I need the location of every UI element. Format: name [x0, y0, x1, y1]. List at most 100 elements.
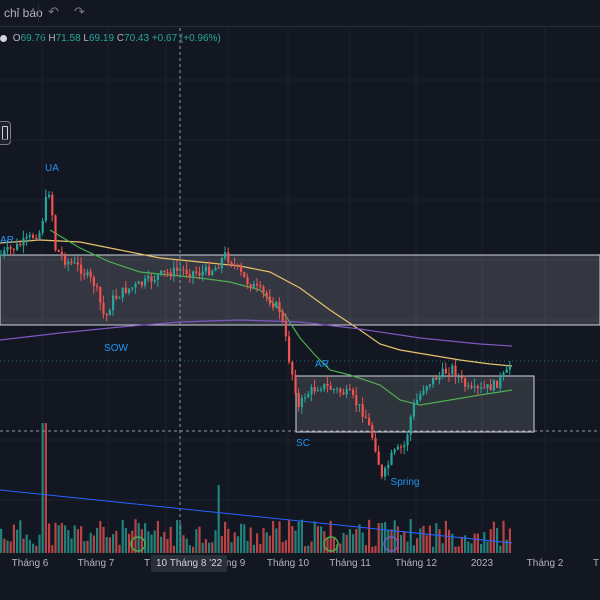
candle	[227, 252, 230, 263]
candle	[454, 365, 457, 377]
candle	[230, 262, 233, 265]
candle	[438, 375, 441, 380]
volume-bar	[460, 536, 463, 553]
candle	[300, 398, 303, 408]
volume-bar	[99, 520, 102, 553]
volume-bar	[422, 525, 425, 553]
candle	[249, 284, 252, 289]
volume-bar	[364, 545, 367, 553]
volume-bar	[201, 542, 204, 553]
range-box-upper[interactable]	[0, 254, 600, 326]
volume-bar	[470, 543, 473, 553]
candle	[128, 288, 131, 294]
volume-bar	[480, 543, 483, 553]
volume-bar	[294, 530, 297, 553]
candle	[275, 302, 278, 308]
volume-bar	[473, 533, 476, 553]
candle	[80, 264, 83, 274]
candle	[272, 303, 275, 308]
volume-bar	[313, 521, 316, 553]
candle	[419, 394, 422, 400]
candle	[403, 445, 406, 448]
volume-bar	[16, 529, 19, 553]
volume-bar	[448, 529, 451, 553]
high-key: H	[48, 33, 56, 44]
candle	[428, 384, 431, 387]
candle	[137, 281, 140, 284]
volume-bar	[240, 523, 243, 553]
volume-bar	[227, 528, 230, 553]
candle	[288, 336, 291, 362]
open-key: O	[12, 33, 21, 44]
volume-bar	[377, 523, 380, 553]
volume-bar	[83, 541, 86, 553]
candle	[393, 449, 396, 453]
high-value: 71.58	[55, 33, 81, 44]
volume-bar	[220, 535, 223, 553]
candle	[441, 368, 444, 376]
volume-bar	[320, 526, 323, 553]
candle	[115, 295, 118, 299]
candle	[470, 385, 473, 388]
volume-bar	[0, 528, 3, 553]
low-value: 69.19	[88, 33, 115, 44]
volume-bar	[419, 528, 422, 553]
candle	[406, 434, 409, 446]
candle	[169, 272, 172, 277]
low-key: L	[83, 33, 89, 44]
candle	[243, 271, 246, 278]
candle	[355, 394, 358, 405]
time-label: Tháng 2	[526, 558, 564, 569]
candle	[38, 232, 41, 240]
candle	[496, 380, 499, 388]
undo-icon[interactable]: ↶	[48, 4, 59, 19]
volume-bar	[192, 546, 195, 553]
candle	[323, 383, 326, 390]
volume-bar	[467, 541, 470, 553]
candle	[112, 295, 115, 311]
volume-bar	[195, 529, 198, 553]
volume-bar	[144, 523, 147, 553]
volume-bar	[3, 538, 6, 553]
volume-bar	[137, 523, 140, 553]
candle	[19, 243, 22, 246]
candle	[172, 267, 175, 277]
candle	[64, 255, 67, 265]
candle	[371, 425, 374, 438]
redo-icon[interactable]: ↷	[74, 4, 85, 19]
indicators-button[interactable]: chỉ báo	[4, 6, 43, 20]
candle	[60, 251, 63, 256]
volume-bar	[112, 534, 115, 553]
volume-bar	[451, 533, 454, 553]
volume-bar	[32, 543, 35, 553]
candle	[150, 275, 153, 282]
volume-bar	[380, 523, 383, 553]
candle	[268, 296, 271, 304]
volume-bar	[236, 536, 239, 553]
candle	[310, 387, 313, 394]
volume-bar	[51, 545, 54, 553]
volume-bar	[486, 541, 489, 553]
candle	[384, 468, 387, 477]
candle	[9, 247, 12, 249]
volume-bar	[384, 522, 387, 553]
volume-bar	[326, 538, 329, 553]
volume-bar	[230, 542, 233, 553]
candle	[483, 387, 486, 389]
candle	[262, 286, 265, 293]
volume-trendline[interactable]	[0, 489, 513, 544]
volume-bar	[176, 519, 179, 553]
volume-bar	[400, 535, 403, 553]
candle	[256, 283, 259, 286]
candle	[457, 376, 460, 378]
candle	[307, 393, 310, 398]
volume-bar	[358, 524, 361, 553]
volume-bar	[505, 539, 508, 553]
candle	[259, 285, 262, 287]
volume-bar	[214, 530, 217, 553]
candle	[121, 287, 124, 298]
volume-bar	[131, 530, 134, 553]
candle	[387, 464, 390, 469]
volume-bar	[172, 545, 175, 553]
